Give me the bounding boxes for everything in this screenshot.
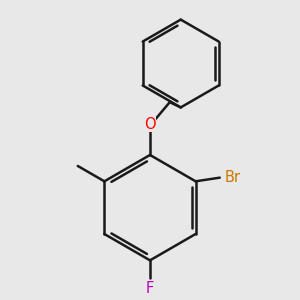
Text: Br: Br — [225, 170, 241, 185]
Text: O: O — [144, 118, 156, 133]
Text: F: F — [146, 281, 154, 296]
